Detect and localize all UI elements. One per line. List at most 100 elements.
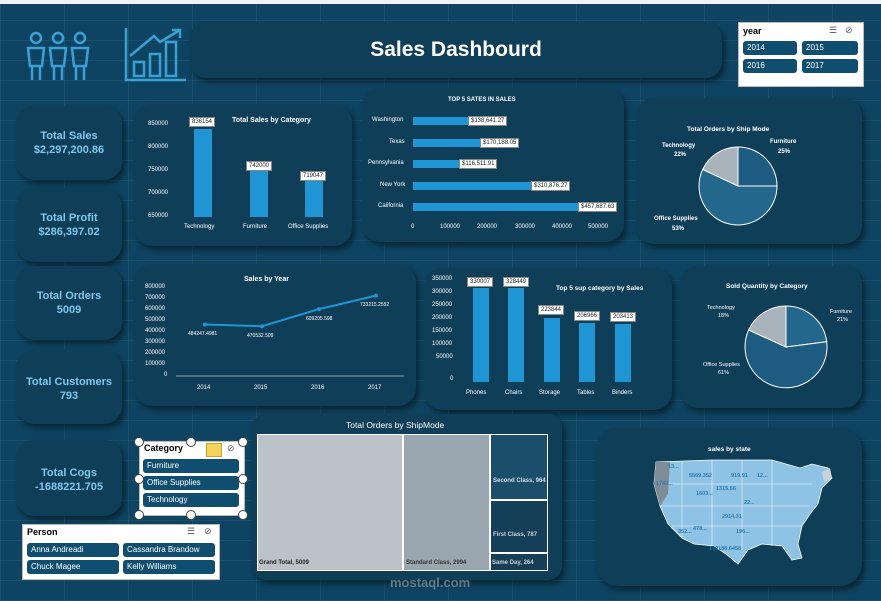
y-tick: 700000 — [148, 190, 169, 196]
kpi-total-sales: Total Sales $2,297,200.86 — [16, 106, 122, 180]
data-label: 733215.2552 — [360, 302, 390, 308]
multi-select-icon[interactable]: ☰ — [187, 526, 196, 536]
category-slicer-title: Category — [144, 443, 184, 453]
x-tick: Storage — [539, 390, 561, 396]
data-label: 330007 — [467, 277, 494, 287]
resize-handle[interactable] — [238, 474, 248, 484]
person-option-button[interactable]: Cassandra Brandow — [123, 543, 215, 557]
map-label: 478... — [693, 526, 707, 532]
x-tick: 0 — [411, 224, 415, 230]
resize-handle[interactable] — [186, 437, 196, 447]
map-label: 5569.352 — [689, 473, 712, 479]
treemap-label: Same Day, 264 — [492, 560, 534, 566]
category-slicer[interactable]: Category ⊘ Furniture Office Supplies Tec… — [139, 441, 245, 516]
pie-label: Technology — [662, 143, 696, 149]
us-map — [653, 459, 833, 565]
x-tick: 2017 — [368, 385, 382, 391]
bar-pennsylvania — [413, 160, 461, 168]
point — [203, 322, 207, 327]
chart-title: Sold Quantity by Category — [726, 283, 808, 290]
y-tick: 150000 — [432, 328, 453, 334]
map-label: 12... — [757, 473, 768, 479]
person-slicer-title: Person — [27, 527, 58, 537]
pie-chart — [698, 146, 778, 226]
page-title: Sales Dashbourd — [370, 38, 542, 61]
year-2014-button[interactable]: 2014 — [743, 41, 797, 55]
pie-label: Office Supplies — [654, 216, 698, 222]
y-tick: Pennsylvania — [368, 160, 404, 166]
pie-slice-office-supplies — [698, 168, 778, 226]
y-tick: 750000 — [148, 167, 169, 173]
y-tick: 300000 — [145, 339, 166, 345]
treemap-grand-total — [257, 434, 403, 571]
x-tick: 2016 — [311, 385, 325, 391]
resize-handle[interactable] — [238, 510, 248, 520]
category-furniture-button[interactable]: Furniture — [143, 459, 239, 473]
person-option-button[interactable]: Kelly Williams — [123, 560, 215, 574]
resize-handle[interactable] — [134, 437, 144, 447]
resize-handle[interactable] — [238, 437, 248, 447]
treemap-first-class — [490, 500, 548, 553]
category-office-supplies-button[interactable]: Office Supplies — [143, 476, 239, 490]
pie-slice-technology — [702, 146, 739, 187]
kpi-label: Total Cogs — [40, 467, 97, 479]
kpi-value: $286,397.02 — [38, 226, 100, 238]
y-tick: 350000 — [432, 276, 453, 282]
kpi-value: 793 — [59, 390, 79, 402]
bar-furniture — [250, 171, 268, 217]
pie-slice-furniture — [737, 146, 778, 187]
y-tick: 800000 — [148, 144, 169, 150]
multi-select-icon[interactable]: ☰ — [829, 25, 838, 35]
watermark: mostaql.com — [390, 575, 471, 590]
x-tick: 2015 — [254, 385, 268, 391]
treemap-standard-class — [403, 434, 490, 571]
chart-title: Top 5 sup category by Sales — [556, 285, 644, 292]
bar-office-supplies — [305, 181, 323, 217]
data-label: $116,511.91 — [459, 159, 498, 169]
pie-label: Technology — [707, 305, 735, 311]
resize-handle[interactable] — [186, 510, 196, 520]
pie-percent: 18% — [718, 313, 730, 319]
bar-texas — [413, 139, 482, 147]
pie-slice-furniture — [785, 305, 828, 348]
category-technology-button[interactable]: Technology — [143, 493, 239, 507]
data-label: 609205.598 — [306, 316, 333, 322]
clear-filter-icon[interactable]: ⊘ — [227, 443, 235, 453]
x-tick: 2014 — [197, 385, 211, 391]
chart-title: Sales by Year — [244, 276, 290, 283]
y-tick: Washington — [372, 117, 404, 123]
person-option-button[interactable]: Chuck Magee — [27, 560, 119, 574]
point — [317, 307, 321, 312]
data-label: 328449 — [503, 277, 530, 287]
clear-filter-icon[interactable]: ⊘ — [204, 526, 212, 536]
x-tick: Office Supplies — [288, 224, 329, 230]
year-2015-button[interactable]: 2015 — [802, 41, 858, 55]
y-tick: California — [378, 203, 404, 209]
data-label: 836154 — [189, 117, 216, 127]
x-tick: 400000 — [552, 224, 573, 230]
data-label: 203413 — [610, 312, 637, 322]
clear-filter-icon[interactable]: ⊘ — [845, 25, 853, 35]
resize-handle[interactable] — [134, 474, 144, 484]
year-2016-button[interactable]: 2016 — [743, 59, 797, 73]
title-banner: Sales Dashbourd — [190, 22, 722, 78]
person-slicer[interactable]: Person ☰ ⊘ Anna Andreadi Cassandra Brand… — [22, 524, 220, 580]
person-option-button[interactable]: Anna Andreadi — [27, 543, 119, 557]
year-2017-button[interactable]: 2017 — [802, 59, 858, 73]
bar-phones — [473, 288, 489, 382]
kpi-label: Total Customers — [26, 376, 112, 388]
bar-california — [413, 203, 579, 211]
y-tick: 100000 — [432, 341, 453, 347]
growth-chart-icon — [124, 28, 186, 82]
sales-line — [204, 294, 377, 328]
map-label: 22... — [744, 500, 755, 506]
resize-handle[interactable] — [134, 510, 144, 520]
x-tick: 100000 — [440, 224, 461, 230]
treemap-same-day — [490, 553, 548, 571]
y-tick: 400000 — [145, 328, 166, 334]
year-slicer[interactable]: year ☰ ⊘ 2014 2015 2016 2017 — [738, 22, 864, 87]
x-tick: Technology — [184, 224, 215, 230]
y-tick: 0 — [450, 376, 454, 382]
multi-select-icon[interactable] — [206, 443, 222, 457]
data-label: $457,687.63 — [578, 202, 618, 212]
